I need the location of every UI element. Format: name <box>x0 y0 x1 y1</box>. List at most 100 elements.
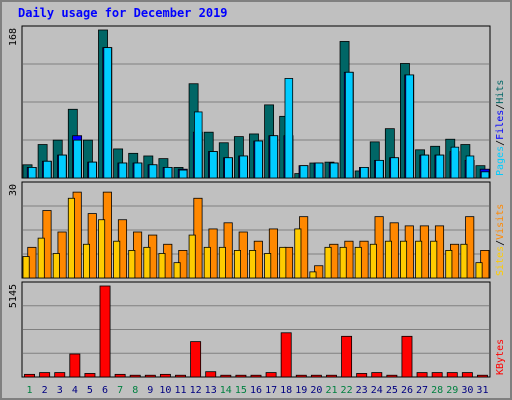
day-label: 28 <box>431 385 443 396</box>
bar-pages <box>435 154 445 179</box>
day-label: 16 <box>250 385 262 396</box>
day-label: 22 <box>341 385 353 396</box>
day-label: 30 <box>461 385 473 396</box>
day-label: 23 <box>356 385 368 396</box>
bar-kbytes <box>401 335 413 378</box>
legend-entry: Files <box>495 110 506 140</box>
bar-pages <box>465 155 475 179</box>
bar-pages <box>43 160 52 179</box>
day-label: 7 <box>117 385 123 396</box>
day-label: 24 <box>371 385 383 396</box>
day-label: 19 <box>295 385 307 396</box>
bar-pages <box>344 71 354 179</box>
bar-pages <box>314 162 324 179</box>
bar-sites <box>173 262 181 279</box>
bar-pages <box>299 165 309 179</box>
legend-hits-files-pages: Pages/Files/Hits <box>495 80 506 176</box>
bar-kbytes <box>190 341 202 378</box>
bar-kbytes <box>84 373 96 378</box>
bar-sites <box>233 249 241 279</box>
day-label: 8 <box>132 385 138 396</box>
bar-kbytes <box>159 373 171 378</box>
bar-sites <box>460 243 468 279</box>
bar-pages <box>480 171 490 179</box>
bar-kbytes <box>310 374 322 378</box>
bar-sites <box>430 240 438 279</box>
day-label: 10 <box>159 385 171 396</box>
bar-sites <box>143 246 151 279</box>
bar-kbytes <box>280 332 292 378</box>
bar-pages <box>27 167 37 179</box>
day-label: 12 <box>190 385 202 396</box>
bar-kbytes <box>326 374 337 378</box>
legend-entry: Pages <box>495 146 506 176</box>
legend-entry: / <box>495 140 506 146</box>
day-label: 20 <box>310 385 322 396</box>
bar-kbytes <box>461 372 473 378</box>
bar-sites <box>294 228 302 279</box>
bar-pages <box>405 74 414 179</box>
bar-kbytes <box>265 372 277 378</box>
bar-kbytes <box>39 372 51 378</box>
bar-kbytes <box>341 335 353 378</box>
bar-kbytes <box>431 372 443 378</box>
day-label: 2 <box>42 385 48 396</box>
bar-pages <box>148 164 158 179</box>
bar-pages <box>269 135 278 179</box>
ymax-label: 5145 <box>8 284 19 308</box>
bar-sites <box>82 243 91 279</box>
bar-kbytes <box>356 373 368 378</box>
bar-sites <box>400 240 408 279</box>
day-label: 9 <box>147 385 153 396</box>
bar-kbytes <box>416 372 428 378</box>
bar-kbytes <box>371 372 383 378</box>
legend-entry: KBytes <box>495 339 506 375</box>
bar-pages <box>450 146 460 179</box>
bar-kbytes <box>235 374 247 378</box>
legend-entry: Sites <box>495 246 506 276</box>
day-label: 18 <box>280 385 292 396</box>
bar-sites <box>128 249 136 279</box>
bar-sites <box>188 234 196 279</box>
ymax-label: 30 <box>8 184 19 196</box>
bar-kbytes <box>24 373 35 378</box>
bar-sites <box>37 237 45 279</box>
day-label: 14 <box>220 385 232 396</box>
bar-pages <box>178 169 188 179</box>
day-label: 5 <box>87 385 93 396</box>
bar-sites <box>369 243 377 279</box>
day-label: 25 <box>386 385 398 396</box>
day-label: 11 <box>174 385 186 396</box>
bar-sites <box>98 219 106 279</box>
bar-pages <box>329 162 339 179</box>
legend-entry: Hits <box>495 80 506 104</box>
bar-pages <box>360 167 369 179</box>
day-label: 13 <box>205 385 217 396</box>
bar-kbytes <box>446 372 458 378</box>
bar-pages <box>420 154 429 179</box>
legend-entry: / <box>495 240 506 246</box>
day-label: 1 <box>27 385 33 396</box>
bar-kbytes <box>114 373 126 378</box>
chart-title: Daily usage for December 2019 <box>18 6 228 20</box>
bar-kbytes <box>175 374 186 378</box>
bar-pages <box>284 78 294 179</box>
bar-pages <box>73 139 82 179</box>
bar-kbytes <box>54 372 66 378</box>
bar-sites <box>203 246 211 279</box>
legend-entry: / <box>495 104 506 110</box>
bar-pages <box>254 140 263 179</box>
day-label: 17 <box>265 385 277 396</box>
bar-pages <box>133 162 143 179</box>
day-label: 27 <box>416 385 428 396</box>
bar-pages <box>194 111 203 179</box>
day-label: 29 <box>446 385 458 396</box>
bar-sites <box>113 240 121 279</box>
legend-kbytes: KBytes <box>495 339 506 375</box>
bar-pages <box>209 151 218 179</box>
day-label: 4 <box>72 385 78 396</box>
bar-sites <box>445 249 453 279</box>
day-label: 3 <box>57 385 63 396</box>
